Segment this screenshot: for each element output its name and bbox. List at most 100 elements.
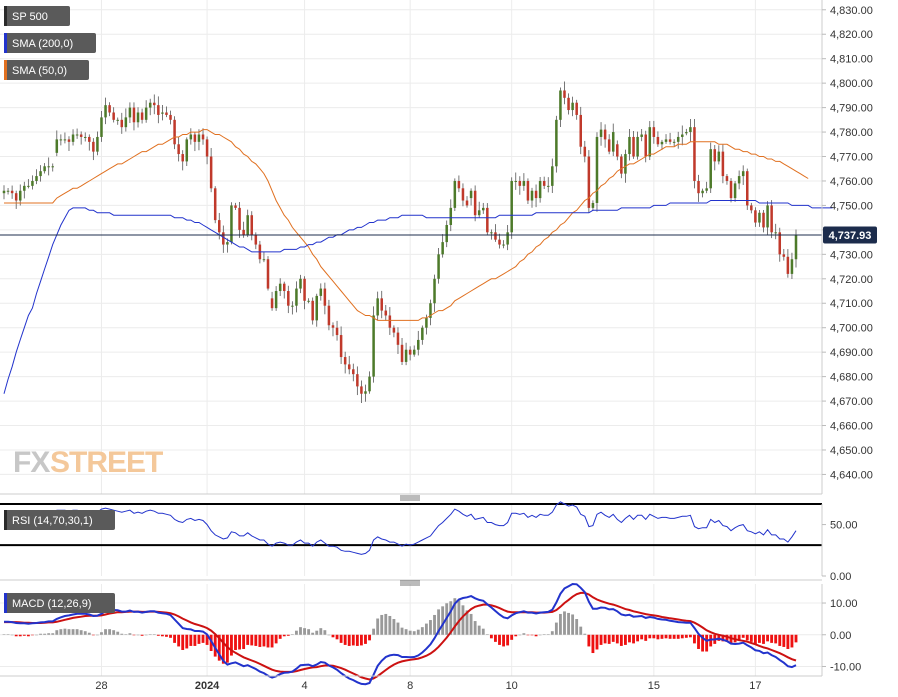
macd-histogram-bar bbox=[603, 634, 607, 644]
macd-histogram-bar bbox=[282, 634, 286, 637]
macd-histogram-bar bbox=[453, 598, 457, 635]
candle bbox=[356, 366, 359, 396]
candle bbox=[59, 134, 63, 146]
time-grid bbox=[100, 0, 756, 676]
candle bbox=[498, 233, 501, 249]
candle bbox=[441, 234, 444, 258]
legend-sp500[interactable]: SP 500 bbox=[4, 6, 70, 26]
macd-histogram-bar bbox=[22, 634, 26, 636]
candle bbox=[461, 183, 465, 207]
candle bbox=[453, 178, 457, 212]
macd-histogram-bar bbox=[327, 634, 331, 636]
macd-histogram-bar bbox=[615, 634, 619, 644]
macd-histogram-bar bbox=[494, 634, 497, 642]
price-tick-label: 4,800.00 bbox=[830, 78, 873, 90]
candle bbox=[319, 283, 323, 301]
candle bbox=[534, 184, 538, 208]
pane-resize-handle-1[interactable] bbox=[400, 495, 420, 501]
macd-histogram-bar bbox=[599, 634, 603, 645]
candle bbox=[364, 384, 367, 402]
macd-histogram-bar bbox=[786, 634, 790, 649]
candle bbox=[39, 165, 42, 182]
macd-histogram-bar bbox=[303, 628, 306, 635]
macd-histogram-bar bbox=[2, 634, 6, 635]
legend-label-macd: MACD (12,26,9) bbox=[12, 598, 91, 610]
macd-histogram-bar bbox=[35, 634, 38, 636]
candle bbox=[437, 247, 440, 284]
candle bbox=[88, 134, 91, 151]
candle bbox=[213, 186, 217, 224]
macd-histogram-bar bbox=[498, 634, 501, 645]
candle bbox=[136, 107, 140, 128]
macd-histogram-bar bbox=[189, 634, 193, 646]
time-tick-label: 28 bbox=[95, 680, 107, 692]
candle bbox=[794, 229, 798, 268]
candle bbox=[148, 98, 152, 116]
candle bbox=[705, 181, 708, 194]
macd-histogram-bar bbox=[741, 634, 745, 638]
candle bbox=[530, 187, 534, 208]
macd-histogram-bar bbox=[461, 605, 465, 635]
price-tick-label: 4,760.00 bbox=[830, 176, 873, 188]
macd-histogram-bar bbox=[368, 634, 371, 641]
candle bbox=[112, 107, 115, 123]
legend-sma200[interactable]: SMA (200,0) bbox=[4, 33, 96, 53]
macd-histogram-bar bbox=[404, 629, 408, 635]
candle bbox=[583, 140, 587, 163]
pane-resize-handle-2[interactable] bbox=[400, 580, 420, 586]
macd-histogram-bar bbox=[782, 634, 786, 647]
rsi-line bbox=[4, 501, 797, 555]
candle bbox=[664, 134, 668, 144]
legend-macd[interactable]: MACD (12,26,9) bbox=[4, 593, 115, 613]
candle bbox=[238, 201, 241, 238]
candle bbox=[173, 116, 176, 150]
macd-histogram-bar bbox=[331, 634, 335, 638]
macd-histogram-bar bbox=[676, 634, 680, 639]
macd-histogram-bar bbox=[384, 613, 388, 635]
macd-histogram-bar bbox=[67, 629, 71, 635]
macd-histogram-bar bbox=[274, 634, 278, 644]
macd-histogram-bar bbox=[420, 627, 424, 635]
candle bbox=[599, 122, 603, 146]
candle bbox=[417, 330, 420, 356]
macd-histogram-bar bbox=[790, 634, 794, 648]
macd-histogram-bar bbox=[640, 634, 644, 640]
price-tick-label: 4,650.00 bbox=[830, 445, 873, 457]
candle bbox=[352, 363, 355, 382]
candle bbox=[685, 128, 688, 136]
macd-histogram-bar bbox=[644, 634, 648, 641]
macd-histogram-bar bbox=[152, 634, 156, 635]
macd-histogram-bar bbox=[238, 634, 241, 650]
price-tick-label: 4,710.00 bbox=[830, 298, 873, 310]
macd-histogram-bar bbox=[693, 634, 696, 644]
macd-histogram-bar bbox=[628, 634, 631, 643]
macd-histogram-bar bbox=[75, 629, 79, 635]
candle bbox=[197, 129, 201, 151]
macd-histogram-bar bbox=[591, 634, 595, 654]
candlestick-series bbox=[2, 81, 798, 403]
legend-sma50[interactable]: SMA (50,0) bbox=[4, 60, 89, 80]
macd-histogram bbox=[2, 598, 798, 664]
legend-rsi[interactable]: RSI (14,70,30,1) bbox=[4, 510, 115, 530]
candle bbox=[295, 281, 298, 313]
rsi-tick-label: 50.00 bbox=[830, 520, 858, 532]
macd-histogram-bar bbox=[234, 634, 237, 650]
macd-histogram-bar bbox=[680, 634, 684, 639]
legend-swatch-rsi bbox=[4, 510, 7, 530]
macd-histogram-bar bbox=[144, 634, 148, 636]
candle bbox=[51, 163, 54, 172]
candle bbox=[510, 177, 513, 239]
candle bbox=[67, 136, 71, 152]
candle bbox=[486, 203, 489, 235]
macd-histogram-bar bbox=[254, 634, 258, 646]
macd-histogram-bar bbox=[323, 630, 327, 635]
macd-histogram-bar bbox=[623, 634, 627, 645]
macd-histogram-bar bbox=[709, 634, 713, 647]
macd-histogram-bar bbox=[307, 629, 311, 635]
price-tick-label: 4,750.00 bbox=[830, 200, 873, 212]
candle bbox=[636, 131, 639, 160]
macd-histogram-bar bbox=[522, 633, 526, 635]
macd-histogram-bar bbox=[156, 634, 160, 636]
macd-histogram-bar bbox=[359, 634, 363, 646]
